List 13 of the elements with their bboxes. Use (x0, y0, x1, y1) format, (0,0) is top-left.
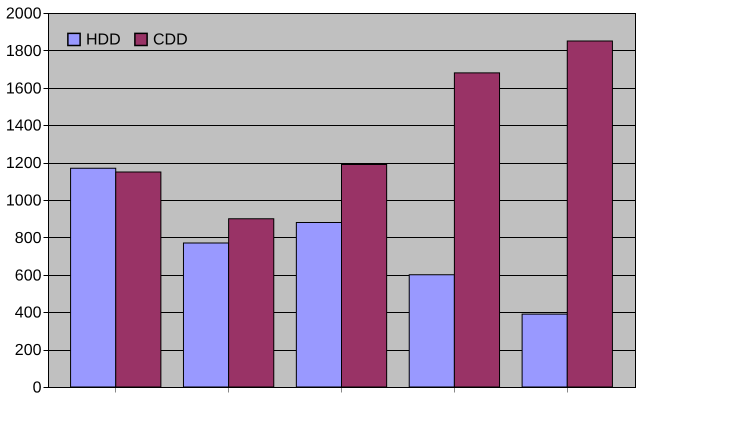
y-tick-label: 400 (14, 304, 42, 322)
y-tick-label: 1800 (6, 42, 42, 60)
y-tick-label: 2000 (6, 6, 42, 22)
y-tick-label: 800 (14, 230, 42, 247)
y-tick-label: 1000 (6, 192, 42, 210)
y-tick-label: 1600 (6, 80, 42, 98)
legend-label: HDD (86, 31, 121, 48)
y-tick-label: 600 (14, 267, 42, 284)
y-tick-label: 1200 (6, 155, 42, 172)
y-tick-label: 1400 (6, 118, 42, 135)
y-tick-label: 200 (14, 342, 42, 360)
legend-label: CDD (153, 31, 188, 48)
y-tick-label: 0 (32, 380, 42, 396)
